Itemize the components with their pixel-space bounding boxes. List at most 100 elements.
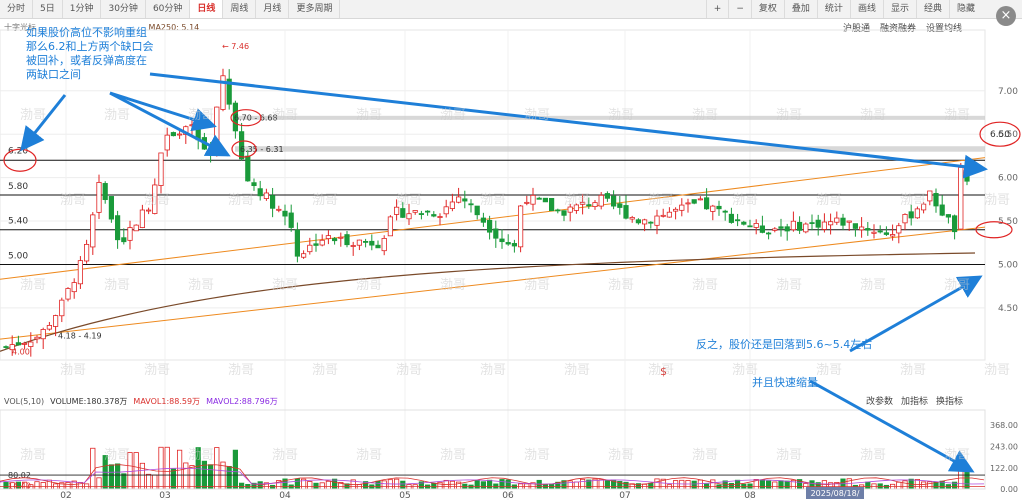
candle-body bbox=[220, 75, 226, 110]
candle-body bbox=[108, 196, 114, 220]
kline-chart[interactable]: 4.50 5.00 5.50 6.00 6.50 7.00 02 03 04 05 06 07 08 6.… bbox=[0, 19, 1022, 500]
period-tab[interactable]: 60分钟 bbox=[146, 0, 191, 18]
indicator-button[interactable]: 换指标 bbox=[936, 397, 964, 407]
period-tab[interactable]: 5日 bbox=[33, 0, 63, 18]
x-tick-label: 03 bbox=[159, 491, 170, 500]
toolbar-button[interactable]: 显示 bbox=[882, 0, 916, 18]
volume-bar bbox=[437, 481, 443, 490]
candle-body bbox=[704, 197, 710, 210]
watermark: 渤哥 bbox=[60, 192, 86, 208]
volume-bar bbox=[505, 479, 511, 490]
candle-body bbox=[319, 239, 325, 246]
candle-body bbox=[766, 232, 772, 235]
volume-legend-item: MAVOL2:88.796万 bbox=[206, 397, 278, 406]
watermark: 渤哥 bbox=[984, 362, 1010, 378]
candle-body bbox=[115, 215, 121, 241]
toolbar-button[interactable]: 隐藏 bbox=[948, 0, 982, 18]
candle-body bbox=[797, 221, 803, 231]
annotation-volume-note: 并且快速缩量 bbox=[752, 376, 818, 389]
volume-bar bbox=[865, 481, 871, 490]
volume-bar bbox=[307, 481, 313, 490]
candle-body bbox=[623, 205, 629, 219]
volume-bar bbox=[34, 481, 40, 490]
volume-bar bbox=[927, 481, 933, 490]
candle-body bbox=[294, 229, 301, 257]
candle-body bbox=[189, 124, 195, 127]
period-tab[interactable]: 月线 bbox=[256, 0, 290, 18]
period-tab[interactable]: 更多周期 bbox=[289, 0, 341, 18]
toolbar-button[interactable]: 经典 bbox=[915, 0, 949, 18]
highlight-ellipse bbox=[975, 221, 1013, 239]
volume-legend-item: VOLUME:180.378万 bbox=[50, 397, 128, 406]
volume-bar bbox=[139, 462, 145, 490]
volume-bar bbox=[40, 482, 46, 490]
period-tab[interactable]: 30分钟 bbox=[101, 0, 146, 18]
peak-label: ← 7.46 bbox=[222, 42, 249, 51]
watermark: 渤哥 bbox=[312, 192, 338, 208]
volume-bar bbox=[424, 484, 431, 490]
watermark: 渤哥 bbox=[396, 362, 422, 378]
candle-body bbox=[71, 282, 77, 293]
toolbar-button[interactable]: 画线 bbox=[849, 0, 883, 18]
watermark: 渤哥 bbox=[188, 107, 214, 123]
volume-bar bbox=[170, 468, 176, 490]
watermark: 渤哥 bbox=[524, 447, 550, 463]
candle-body bbox=[412, 210, 418, 213]
candle-body bbox=[276, 208, 282, 211]
watermark: 渤哥 bbox=[312, 362, 338, 378]
candle-body bbox=[474, 205, 480, 216]
level-label: 5.40 bbox=[8, 217, 28, 227]
date-badge: 2025/08/18/ bbox=[811, 489, 860, 498]
candle-body bbox=[139, 209, 145, 228]
chart-option-button[interactable]: 设置均线 bbox=[925, 24, 962, 34]
indicator-button[interactable]: 加指标 bbox=[901, 397, 929, 407]
watermark: 渤哥 bbox=[144, 192, 170, 208]
candle-body bbox=[499, 238, 505, 243]
volume-bar bbox=[896, 481, 902, 490]
watermark: 渤哥 bbox=[776, 447, 802, 463]
y-tick-label: 4.50 bbox=[998, 304, 1018, 314]
indicator-button[interactable]: 改参数 bbox=[866, 397, 894, 407]
ma250-label: MA250: 5.14 bbox=[148, 23, 200, 32]
candle-body bbox=[46, 325, 53, 330]
candle-body bbox=[65, 288, 71, 300]
toolbar-button[interactable]: 统计 bbox=[816, 0, 850, 18]
candle-body bbox=[96, 182, 102, 213]
y-tick-label: 5.50 bbox=[998, 217, 1018, 227]
toolbar-button[interactable]: 叠加 bbox=[783, 0, 817, 18]
candle-body bbox=[325, 235, 332, 240]
volume-bar bbox=[499, 479, 505, 490]
period-tab[interactable]: 分时 bbox=[0, 0, 34, 18]
candle-body bbox=[945, 214, 952, 218]
candle-body bbox=[34, 336, 40, 340]
candle-body bbox=[685, 202, 691, 205]
candle-body bbox=[586, 204, 592, 207]
watermark: 渤哥 bbox=[564, 192, 590, 208]
candle-body bbox=[59, 299, 65, 317]
period-tab[interactable]: 日线 bbox=[190, 0, 224, 18]
period-tab[interactable]: 1分钟 bbox=[63, 0, 102, 18]
toolbar-button[interactable]: − bbox=[728, 0, 751, 18]
x-tick-label: 08 bbox=[744, 491, 756, 500]
toolbar-button[interactable]: + bbox=[705, 0, 729, 18]
mavol1-line bbox=[0, 464, 985, 486]
volume-frame bbox=[0, 409, 986, 490]
candle-body bbox=[28, 341, 34, 347]
period-tab[interactable]: 周线 bbox=[223, 0, 257, 18]
close-icon[interactable]: × bbox=[996, 6, 1016, 26]
chart-option-button[interactable]: 沪股通 bbox=[842, 24, 870, 34]
x-tick-label: 06 bbox=[502, 491, 514, 500]
volume-bar bbox=[65, 481, 71, 490]
candle-body bbox=[214, 106, 220, 154]
toolbar-button[interactable]: 复权 bbox=[750, 0, 784, 18]
chart-option-button[interactable]: 融资融券 bbox=[879, 24, 916, 34]
candle-body bbox=[834, 217, 840, 223]
candle-body bbox=[170, 132, 176, 137]
candle-body bbox=[859, 226, 865, 231]
candle-body bbox=[3, 346, 9, 348]
volume-bar bbox=[152, 474, 158, 490]
watermark: 渤哥 bbox=[776, 107, 802, 123]
x-tick-label: 05 bbox=[399, 491, 410, 500]
volume-bar bbox=[778, 480, 784, 490]
watermark: 渤哥 bbox=[480, 362, 506, 378]
